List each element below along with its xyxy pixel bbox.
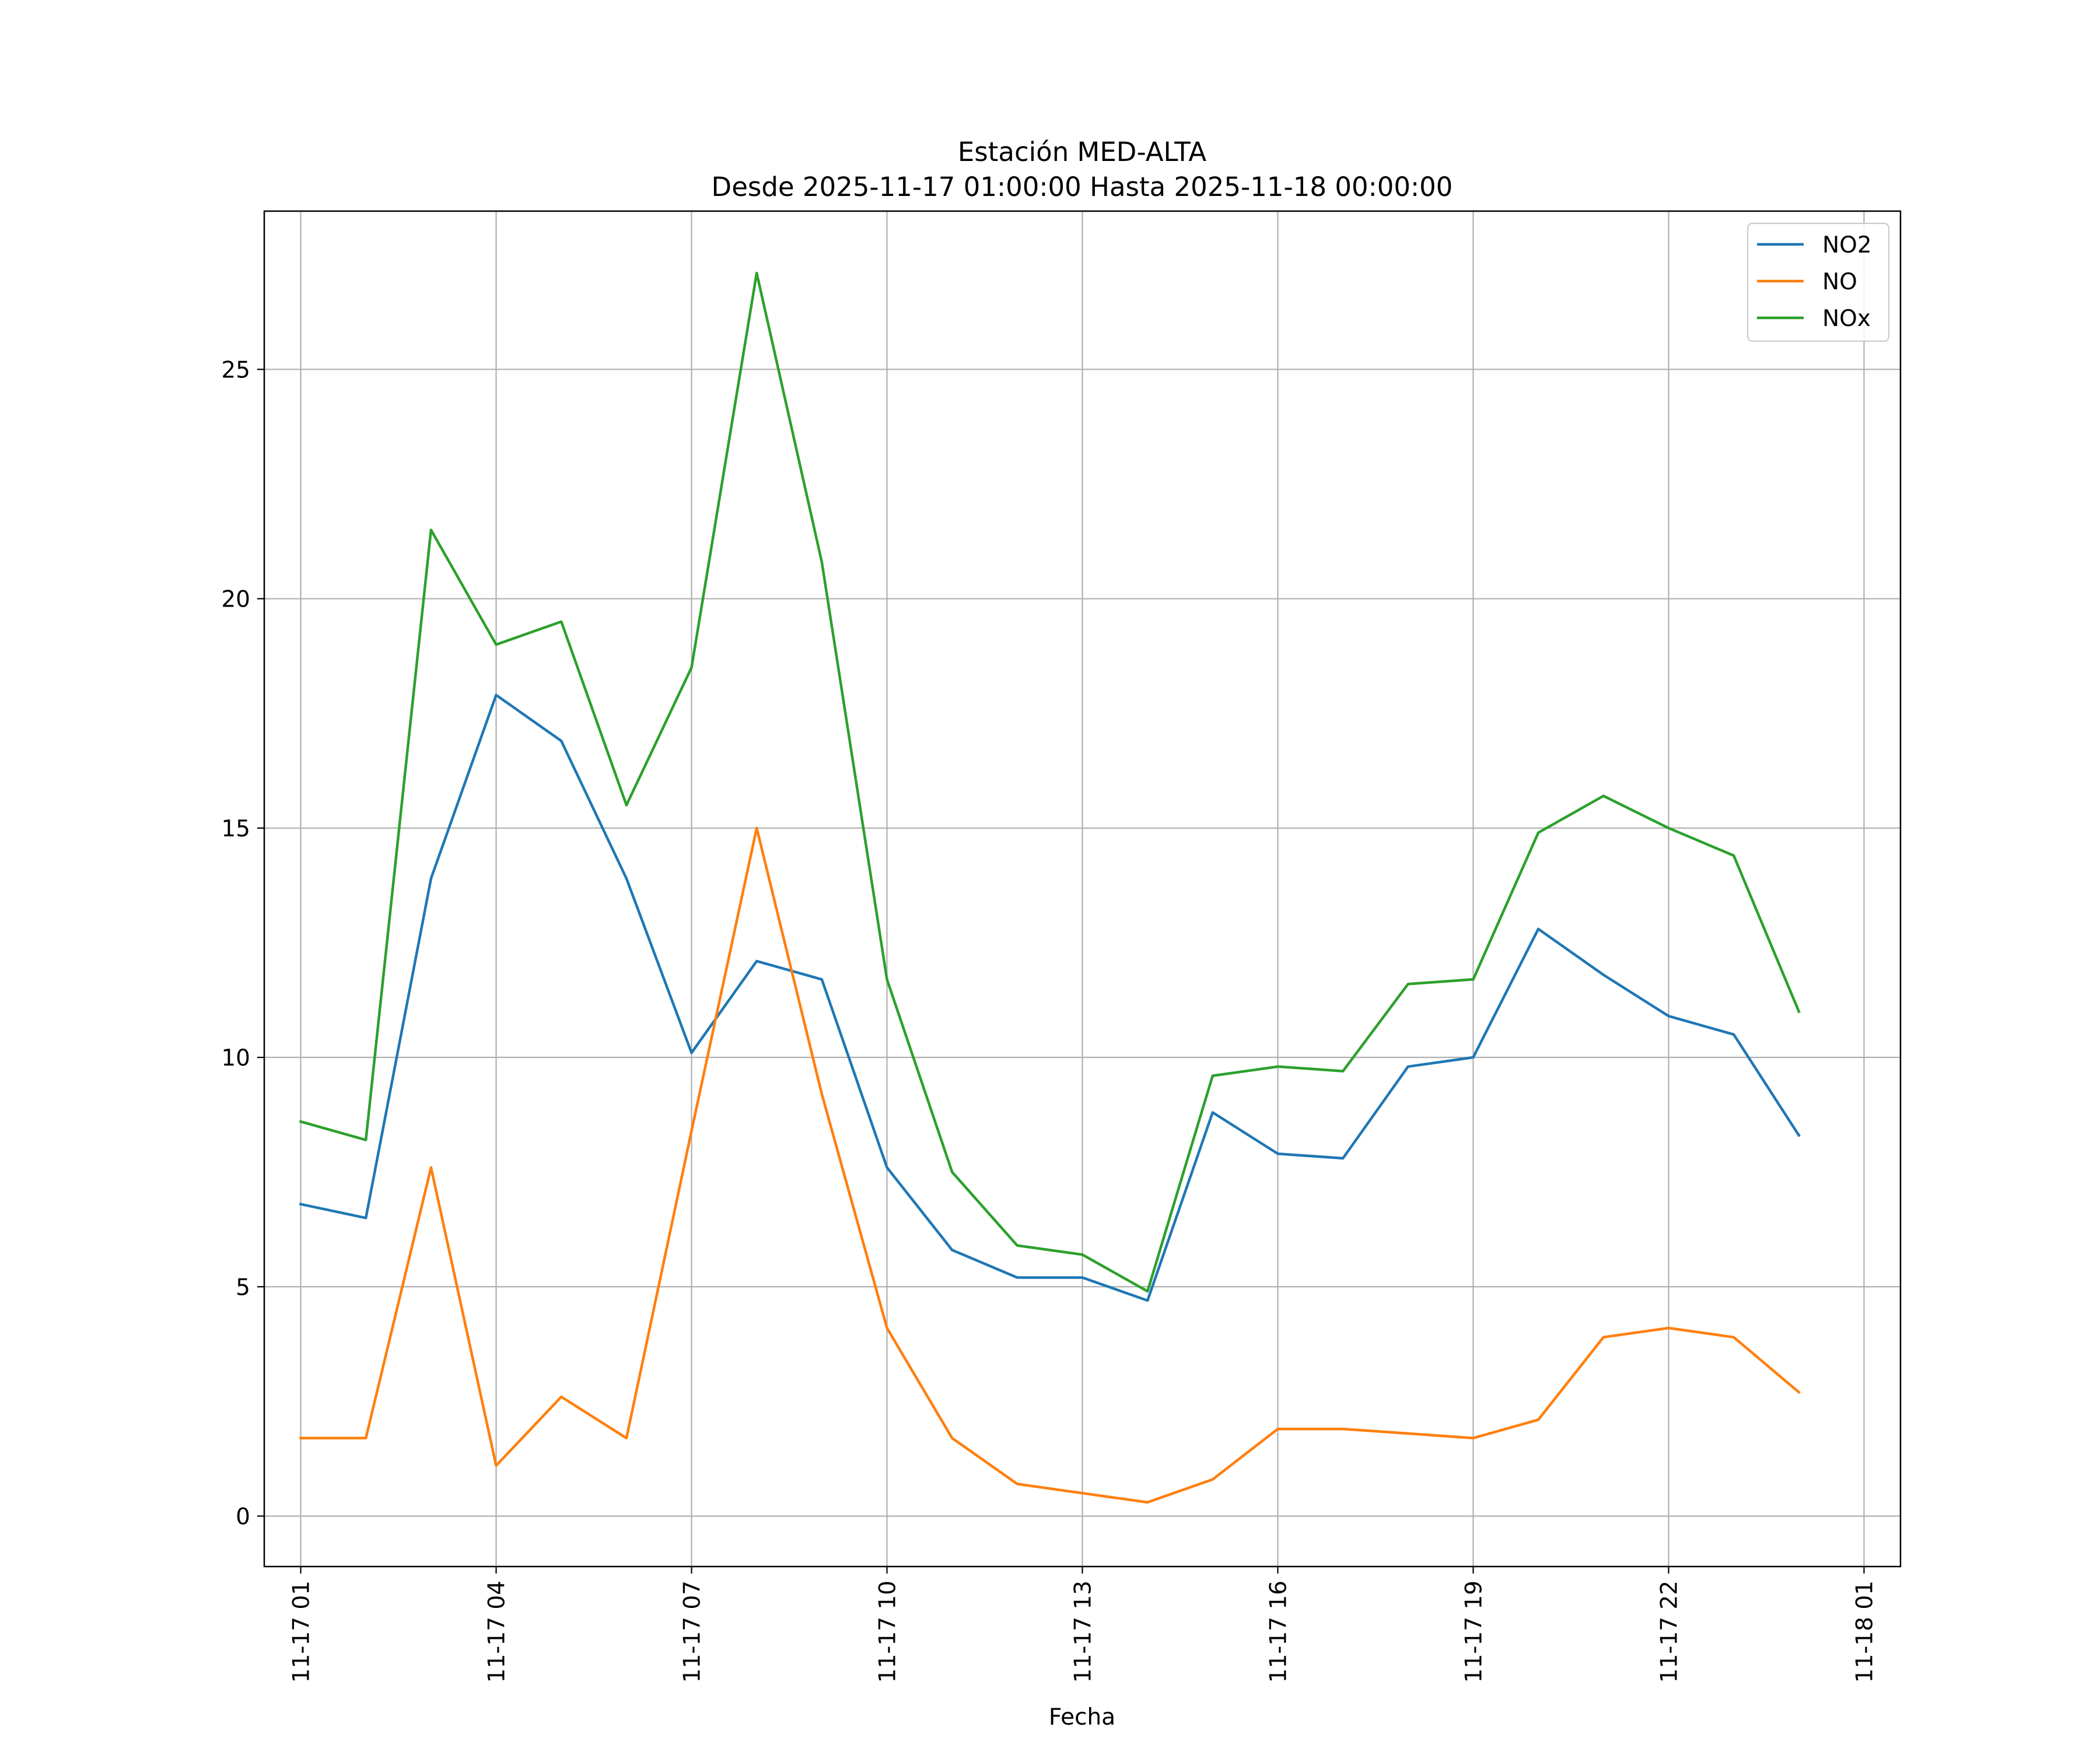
x-axis-label: Fecha bbox=[1049, 1704, 1115, 1730]
y-tick-label: 10 bbox=[221, 1045, 250, 1071]
y-tick-label: 25 bbox=[221, 357, 250, 383]
x-tick-label: 11-17 07 bbox=[680, 1581, 706, 1683]
x-tick-label: 11-17 04 bbox=[484, 1581, 510, 1683]
legend-box bbox=[1746, 222, 1890, 342]
x-tick-label: 11-18 01 bbox=[1852, 1581, 1878, 1683]
series-line-nox bbox=[299, 271, 1801, 1293]
grid-lines bbox=[264, 211, 1901, 1567]
series-line-no bbox=[299, 826, 1801, 1504]
chart-title: Estación MED-ALTA bbox=[958, 136, 1207, 167]
y-tick-label: 15 bbox=[221, 816, 250, 842]
x-tick-label: 11-17 16 bbox=[1265, 1581, 1292, 1683]
legend-label-no2: NO2 bbox=[1822, 232, 1872, 258]
legend-label-nox: NOx bbox=[1822, 306, 1871, 332]
legend: NO2 NO NOx bbox=[1746, 222, 1890, 342]
y-tick-label: 0 bbox=[236, 1504, 250, 1530]
x-tick-label: 11-17 13 bbox=[1070, 1581, 1097, 1683]
chart-subtitle: Desde 2025-11-17 01:00:00 Hasta 2025-11-… bbox=[712, 171, 1453, 202]
x-tick-label: 11-17 19 bbox=[1461, 1581, 1487, 1683]
legend-label-no: NO bbox=[1822, 269, 1857, 295]
axis-ticks: 0 5 10 15 20 25 11-17 01 11-17 04 11-17 07 11-17 … bbox=[221, 357, 1878, 1683]
series-line-no2 bbox=[299, 693, 1801, 1302]
x-tick-label: 11-17 10 bbox=[875, 1581, 901, 1683]
y-tick-label: 5 bbox=[236, 1274, 250, 1301]
x-tick-label: 11-17 01 bbox=[289, 1581, 315, 1683]
x-tick-label: 11-17 22 bbox=[1656, 1581, 1682, 1683]
series-lines bbox=[299, 271, 1801, 1504]
y-tick-label: 20 bbox=[221, 587, 250, 613]
